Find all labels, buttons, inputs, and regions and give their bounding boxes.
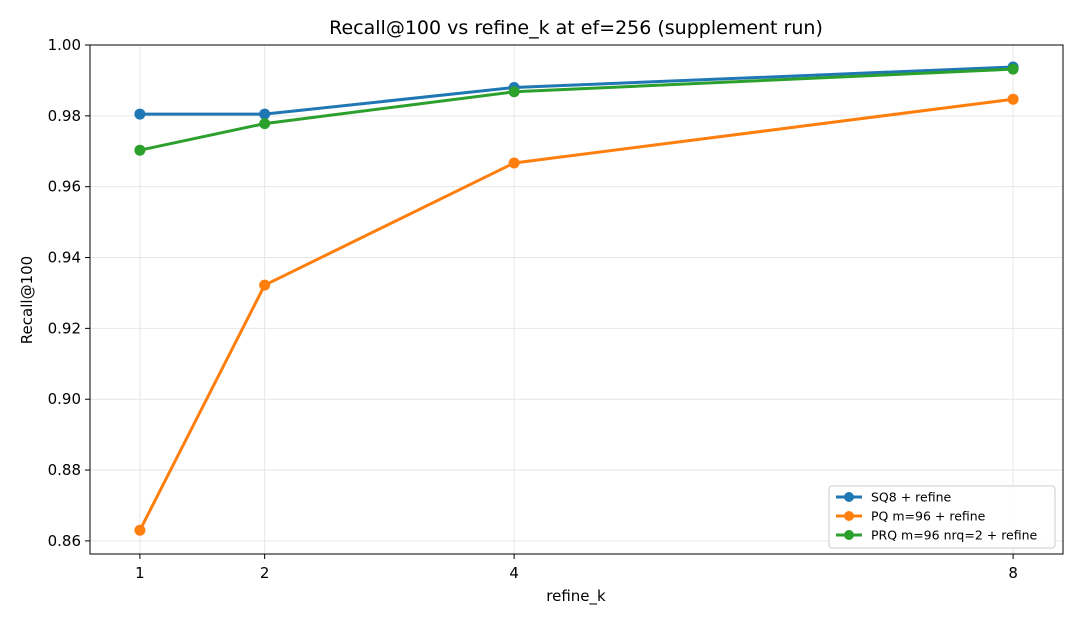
series-3	[134, 63, 1019, 156]
y-tick-label: 0.90	[48, 390, 81, 408]
y-tick-label: 0.94	[48, 249, 81, 267]
y-tick-label: 0.86	[48, 532, 81, 550]
data-point	[259, 118, 271, 130]
data-point	[508, 86, 520, 98]
x-tick-label: 2	[260, 564, 270, 582]
legend-label: PQ m=96 + refine	[871, 509, 986, 524]
series-1	[134, 61, 1019, 120]
chart-title: Recall@100 vs refine_k at ef=256 (supple…	[329, 17, 823, 39]
y-axis-label: Recall@100	[18, 256, 36, 344]
data-point	[134, 144, 146, 156]
x-tick-label: 4	[509, 564, 519, 582]
legend-swatch-marker	[844, 511, 854, 521]
legend-swatch-marker	[844, 530, 854, 540]
y-tick-label: 0.88	[48, 461, 81, 479]
legend-box	[828, 485, 1056, 549]
legend-label: SQ8 + refine	[871, 490, 951, 505]
legend-item: PQ m=96 + refine	[836, 509, 986, 524]
data-point	[134, 524, 146, 536]
y-tick-label: 0.92	[48, 319, 81, 337]
series-2	[134, 93, 1019, 536]
x-tick-label: 1	[135, 564, 145, 582]
data-point	[259, 279, 271, 291]
legend: SQ8 + refine PQ m=96 + refine PRQ m=96 nrq…	[828, 485, 1056, 549]
series-layer	[134, 61, 1019, 536]
data-point	[1007, 93, 1019, 105]
data-point	[259, 108, 271, 120]
x-axis-ticks: 1 2 4 8	[135, 554, 1018, 582]
x-axis-label: refine_k	[546, 587, 606, 606]
legend-item: PRQ m=96 nrq=2 + refine	[836, 528, 1038, 543]
legend-label: PRQ m=96 nrq=2 + refine	[871, 528, 1038, 543]
grid-lines	[90, 44, 1063, 554]
data-point	[508, 157, 520, 169]
series-line	[138, 65, 1015, 116]
plot-frame	[89, 44, 1064, 555]
data-point	[134, 108, 146, 120]
x-tick-label: 8	[1008, 564, 1018, 582]
legend-swatch-marker	[844, 492, 854, 502]
series-line	[138, 97, 1015, 532]
data-point	[1007, 63, 1019, 75]
y-tick-label: 0.98	[48, 107, 81, 125]
y-tick-label: 1.00	[48, 36, 81, 54]
legend-item: SQ8 + refine	[836, 490, 951, 505]
y-tick-label: 0.96	[48, 178, 81, 196]
y-axis-ticks: 0.86 0.88 0.90 0.92 0.94 0.96 0.98 1.00	[48, 36, 90, 550]
series-line	[138, 67, 1015, 152]
